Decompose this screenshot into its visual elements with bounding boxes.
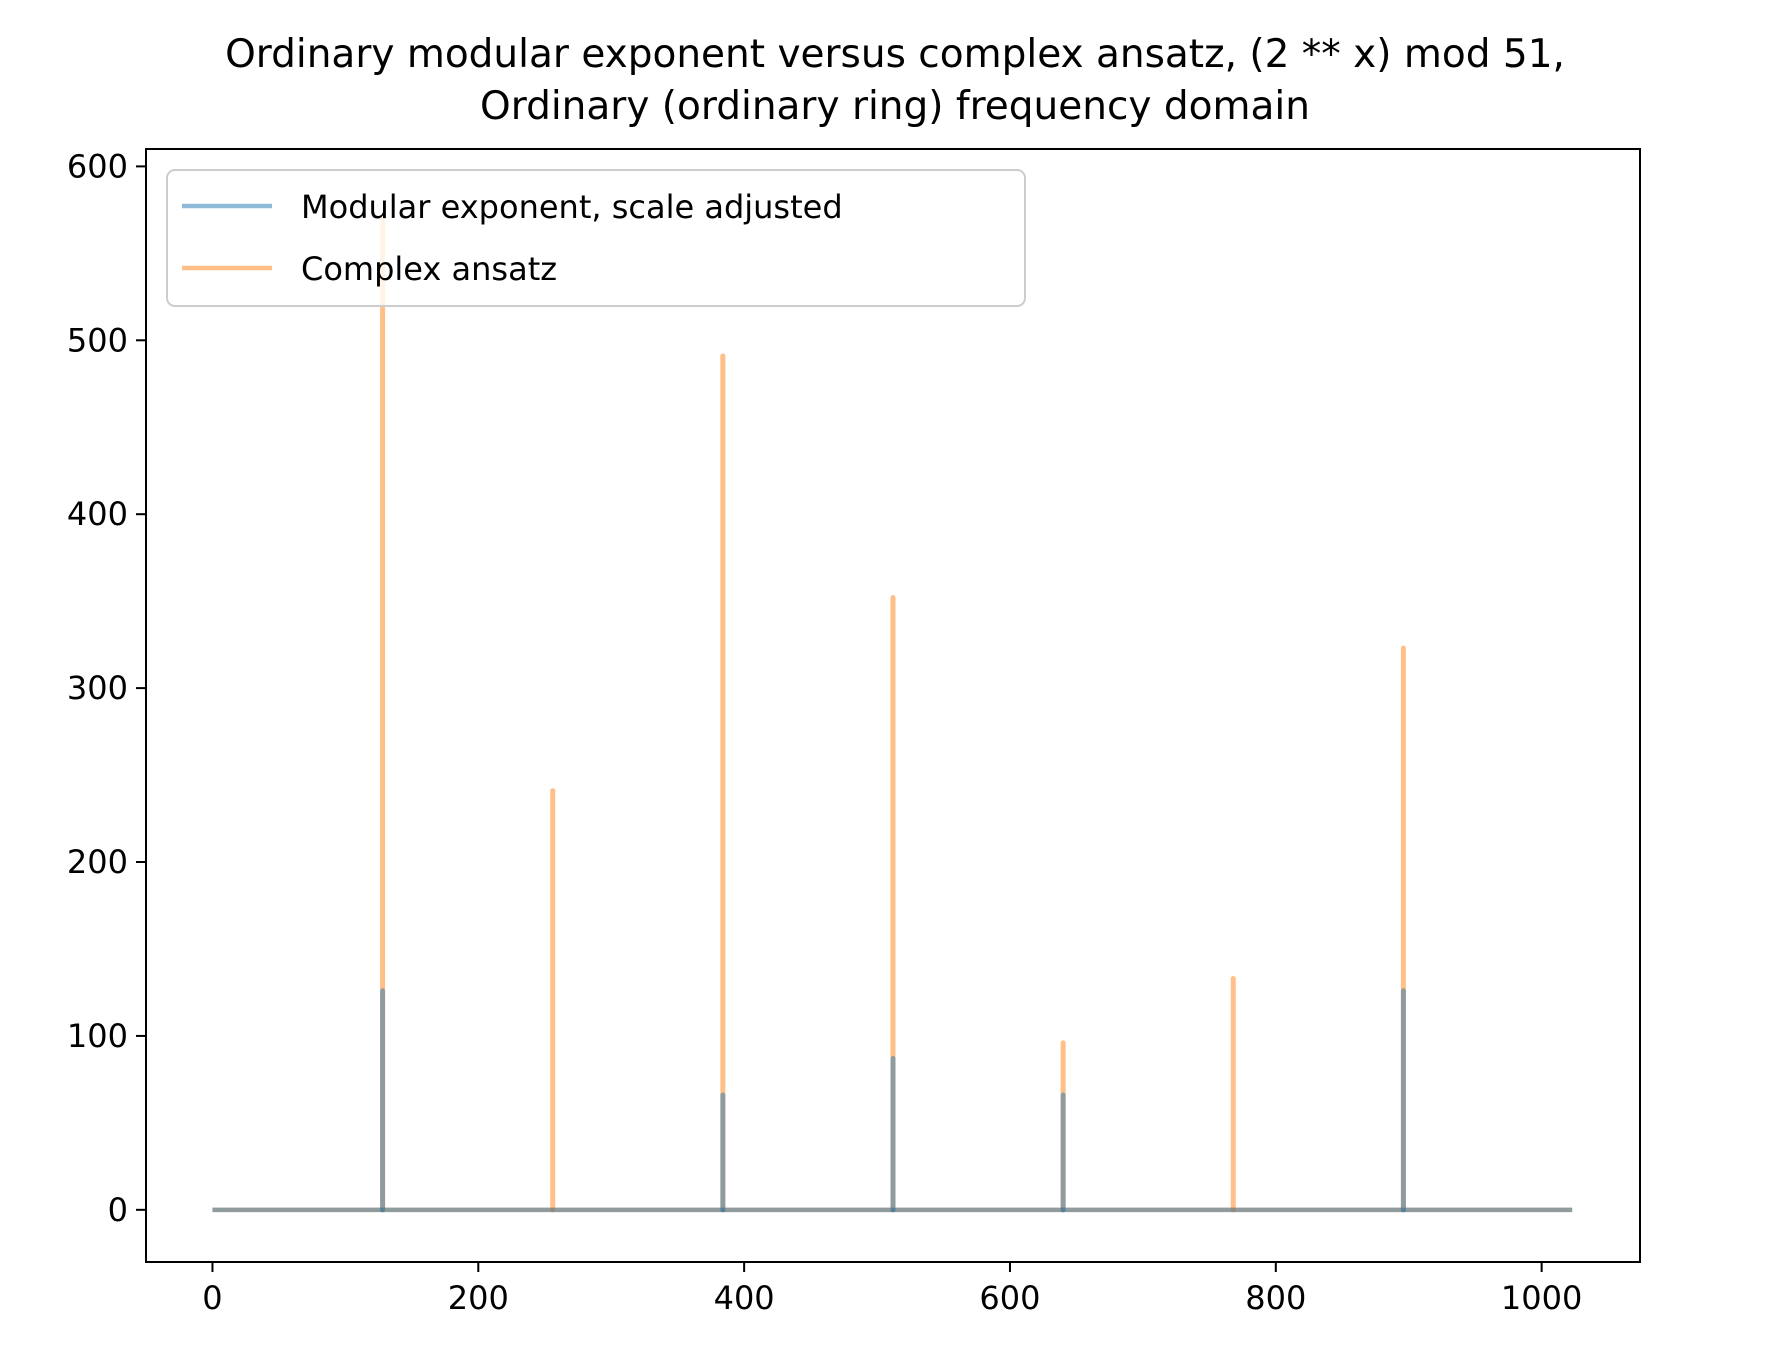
x-tick-label: 800 [1245,1279,1306,1317]
y-tick-label: 400 [67,495,128,533]
y-tick-label: 200 [67,843,128,881]
y-tick-label: 100 [67,1017,128,1055]
x-tick-label: 400 [714,1279,775,1317]
y-tick-label: 500 [67,321,128,359]
x-tick-label: 200 [448,1279,509,1317]
legend-label-complex: Complex ansatz [301,250,557,288]
y-tick-label: 300 [67,669,128,707]
x-tick-label: 1000 [1501,1279,1582,1317]
legend: Modular exponent, scale adjusted Complex… [166,169,1026,307]
y-tick-label: 600 [67,147,128,185]
chart-title: Ordinary modular exponent versus complex… [225,32,1565,77]
series-layer [212,216,1573,1213]
series-modular [212,988,1573,1213]
legend-box [166,169,1026,307]
chart-subtitle: Ordinary (ordinary ring) frequency domai… [480,84,1310,129]
y-axis: 0 100 200 300 400 500 600 [67,147,146,1229]
legend-label-modular: Modular exponent, scale adjusted [301,188,843,226]
x-tick-label: 0 [202,1279,222,1317]
x-axis: 0 200 400 600 800 1000 [202,1262,1582,1317]
y-tick-label: 0 [108,1191,128,1229]
plot-frame [145,148,1641,1263]
x-tick-label: 600 [979,1279,1040,1317]
